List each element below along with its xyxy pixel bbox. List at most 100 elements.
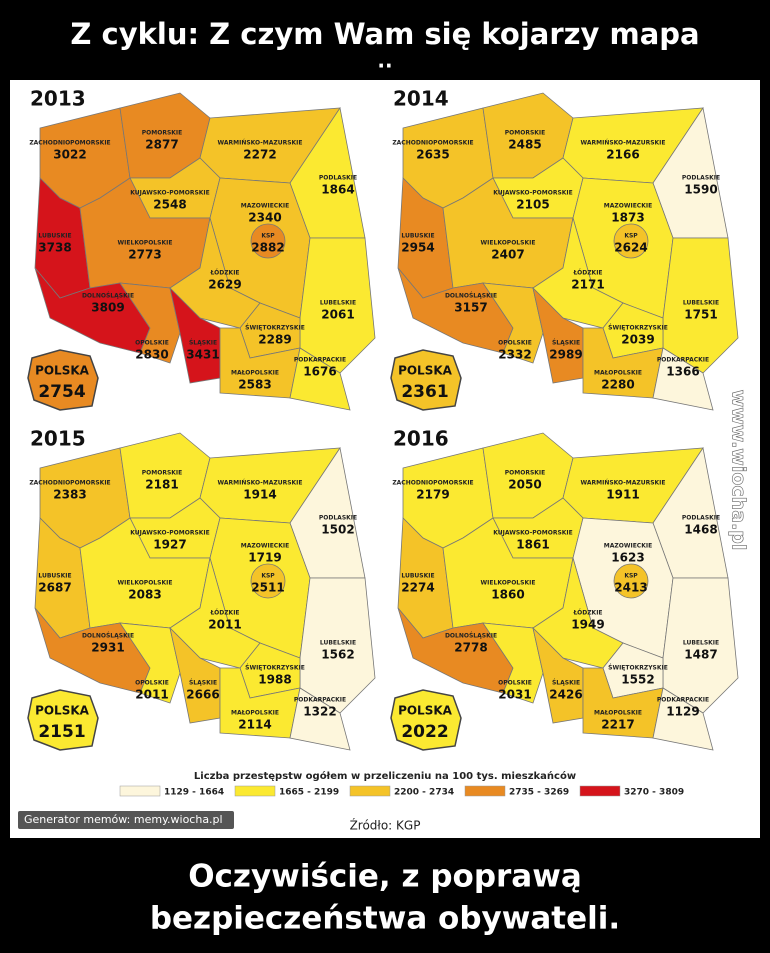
region-name: LUBUSKIE xyxy=(401,233,434,240)
total-shape xyxy=(27,349,99,411)
region-value: 2031 xyxy=(498,688,531,702)
region-name: DOLNOŚLĄSKIE xyxy=(445,633,497,640)
region-name: ŁÓDZKIE xyxy=(572,610,602,617)
region-name: KUJAWSKO-POMORSKIE xyxy=(493,530,573,537)
region-value: 2280 xyxy=(601,378,634,392)
total-value: 2754 xyxy=(38,382,85,402)
region-name: KSP xyxy=(624,573,638,580)
region xyxy=(652,687,714,751)
region-name: MAŁOPOLSKIE xyxy=(231,370,279,377)
region-name: POMORSKIE xyxy=(142,130,183,137)
region-name: KUJAWSKO-POMORSKIE xyxy=(493,190,573,197)
region-name: OPOLSKIE xyxy=(498,340,532,347)
region-value: 2340 xyxy=(248,211,281,225)
region-value: 2166 xyxy=(606,148,639,162)
region xyxy=(613,563,649,599)
region-name: ŚWIĘTOKRZYSKIE xyxy=(608,325,668,332)
region-value: 1502 xyxy=(321,523,354,537)
region-name: WIELKOPOLSKIE xyxy=(118,240,173,247)
legend-swatch xyxy=(579,785,621,797)
region-name: KUJAWSKO-POMORSKIE xyxy=(130,530,210,537)
region xyxy=(652,347,714,411)
region-name: MAŁOPOLSKIE xyxy=(594,710,642,717)
region-name: LUBUSKIE xyxy=(401,573,434,580)
subtitle: .. xyxy=(377,49,392,73)
region-value: 1988 xyxy=(258,673,291,687)
region-name: ŚWIĘTOKRZYSKIE xyxy=(608,665,668,672)
watermark-bg xyxy=(18,811,234,829)
region-name: KSP xyxy=(261,573,275,580)
region-name: PODKARPACKIE xyxy=(657,357,709,364)
region-value: 2629 xyxy=(208,278,241,292)
region xyxy=(532,217,624,329)
region-name: MAZOWIECKIE xyxy=(604,203,652,210)
region-name: WIELKOPOLSKIE xyxy=(481,240,536,247)
total-shape xyxy=(390,689,462,751)
region-value: 1676 xyxy=(303,365,336,379)
region-value: 2039 xyxy=(621,333,654,347)
region-name: PODLASKIE xyxy=(319,515,357,522)
region-value: 1860 xyxy=(491,588,524,602)
legend-label: 2200 - 2734 xyxy=(394,788,454,798)
region xyxy=(289,687,351,751)
region-name: ŁÓDZKIE xyxy=(209,610,239,617)
region-value: 2272 xyxy=(243,148,276,162)
region-value: 2954 xyxy=(401,241,434,255)
region-name: WIELKOPOLSKIE xyxy=(118,580,173,587)
region-value: 1552 xyxy=(621,673,654,687)
region xyxy=(169,557,261,669)
region-value: 1751 xyxy=(684,308,717,322)
region-value: 2181 xyxy=(145,478,178,492)
region-value: 2687 xyxy=(38,581,71,595)
region-value: 1927 xyxy=(153,538,186,552)
legend-swatch xyxy=(349,785,391,797)
total-label: POLSKA xyxy=(35,364,90,378)
region-value: 2485 xyxy=(508,138,541,152)
region-value: 1949 xyxy=(571,618,604,632)
legend-title: Liczba przestępstw ogółem w przeliczeniu… xyxy=(194,770,576,782)
region-name: PODLASKIE xyxy=(682,515,720,522)
region-name: LUBELSKIE xyxy=(320,640,356,647)
region-name: DOLNOŚLĄSKIE xyxy=(445,293,497,300)
region-value: 3157 xyxy=(454,301,487,315)
watermark: Generator memów: memy.wiocha.pl xyxy=(24,813,223,826)
region-name: ZACHODNIOPOMORSKIE xyxy=(392,140,473,147)
region-name: ŚLĄSKIE xyxy=(189,340,217,347)
region-name: ZACHODNIOPOMORSKIE xyxy=(29,480,110,487)
region-name: LUBELSKIE xyxy=(683,300,719,307)
total-value: 2022 xyxy=(401,722,448,742)
total-value: 2361 xyxy=(401,382,448,402)
region-name: OPOLSKIE xyxy=(135,680,169,687)
region-name: MAZOWIECKIE xyxy=(241,203,289,210)
region-name: OPOLSKIE xyxy=(135,340,169,347)
region-value: 3738 xyxy=(38,241,71,255)
region-value: 2882 xyxy=(251,241,284,255)
region-value: 2083 xyxy=(128,588,161,602)
region-name: ŚLĄSKIE xyxy=(552,680,580,687)
region-value: 3431 xyxy=(186,348,219,362)
region-value: 2413 xyxy=(614,581,647,595)
region-value: 2778 xyxy=(454,641,487,655)
region-value: 1864 xyxy=(321,183,354,197)
region-value: 1562 xyxy=(321,648,354,662)
region-name: POMORSKIE xyxy=(505,130,546,137)
region-value: 1873 xyxy=(611,211,644,225)
region-name: KUJAWSKO-POMORSKIE xyxy=(130,190,210,197)
legend-label: 3270 - 3809 xyxy=(624,788,684,798)
region xyxy=(613,223,649,259)
source: Źródło: KGP xyxy=(350,818,421,833)
region-name: ŚLĄSKIE xyxy=(189,680,217,687)
region-value: 2179 xyxy=(416,488,449,502)
total-label: POLSKA xyxy=(35,704,90,718)
region-value: 1623 xyxy=(611,551,644,565)
region-value: 2583 xyxy=(238,378,271,392)
legend-swatch xyxy=(464,785,506,797)
region-name: LUBELSKIE xyxy=(320,300,356,307)
region-value: 2217 xyxy=(601,718,634,732)
legend: 1129 - 1664 1665 - 2199 2200 - 2734 2735 - … xyxy=(119,785,684,798)
region-name: KSP xyxy=(261,233,275,240)
region-value: 2624 xyxy=(614,241,647,255)
region-value: 2011 xyxy=(208,618,241,632)
